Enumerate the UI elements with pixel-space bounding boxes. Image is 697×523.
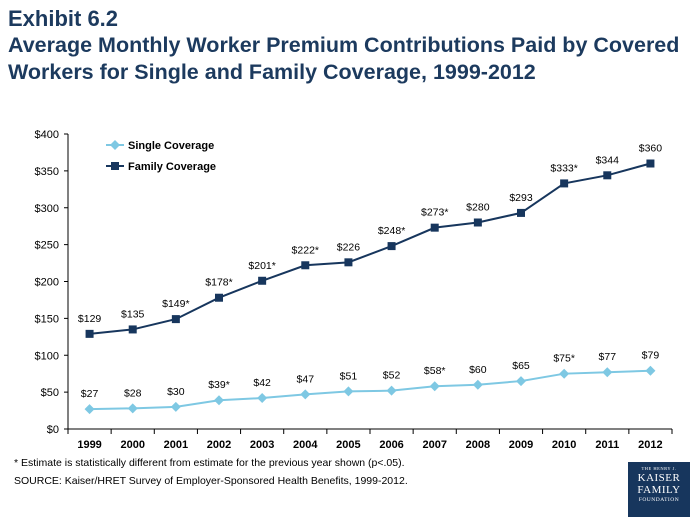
data-label: $47 — [297, 373, 315, 385]
x-tick-label: 2000 — [120, 439, 144, 451]
series-line-2 — [89, 162, 651, 335]
data-label: $28 — [124, 387, 142, 399]
data-label: $333* — [550, 162, 577, 174]
data-label: $52 — [383, 370, 401, 382]
x-tick-label: 2005 — [336, 439, 360, 451]
data-point — [258, 276, 267, 285]
data-point — [215, 293, 223, 302]
y-tick-label: $400 — [35, 129, 59, 141]
data-point — [473, 218, 482, 227]
data-label: $360 — [639, 143, 663, 155]
legend-marker — [110, 140, 120, 150]
data-point — [300, 389, 311, 400]
data-point — [603, 171, 612, 180]
chart-title-line-2: Workers for Single and Family Coverage, … — [8, 60, 536, 84]
legend-marker — [111, 162, 119, 170]
data-point — [301, 261, 310, 270]
data-label: $51 — [340, 370, 358, 382]
data-label: $129 — [78, 313, 102, 325]
data-point — [646, 159, 655, 168]
data-label: $293 — [509, 192, 533, 204]
data-label: $344 — [596, 154, 620, 166]
data-label: $30 — [167, 386, 185, 398]
data-label: $226 — [337, 241, 361, 253]
x-tick-label: 2004 — [293, 439, 318, 451]
data-label: $27 — [81, 388, 99, 400]
data-point — [430, 223, 439, 232]
data-label: $79 — [642, 350, 660, 362]
y-tick-label: $250 — [35, 240, 59, 252]
data-label: $58* — [424, 365, 446, 377]
x-tick-label: 2006 — [379, 439, 403, 451]
legend-label: Single Coverage — [128, 140, 214, 152]
x-tick-label: 2003 — [250, 439, 274, 451]
data-label: $222* — [292, 244, 319, 256]
data-point — [257, 393, 268, 404]
data-label: $135 — [121, 308, 145, 320]
data-label: $149* — [162, 298, 189, 310]
data-point — [560, 179, 569, 188]
y-tick-label: $200 — [35, 277, 59, 289]
y-tick-label: $300 — [35, 203, 59, 215]
data-point — [170, 401, 181, 412]
data-point — [344, 258, 353, 267]
data-point — [343, 386, 354, 397]
data-point — [386, 385, 397, 396]
data-point — [516, 376, 526, 387]
y-tick-label: $0 — [47, 424, 59, 436]
x-tick-label: 2010 — [552, 439, 576, 451]
x-tick-label: 2001 — [164, 439, 188, 451]
chart-heading: Exhibit 6.2 Average Monthly Worker Premi… — [8, 6, 688, 86]
data-label: $39* — [208, 379, 230, 391]
data-label: $42 — [253, 377, 271, 389]
y-tick-label: $50 — [41, 387, 59, 399]
data-label: $75* — [553, 353, 575, 365]
data-point — [84, 404, 95, 415]
x-tick-label: 2009 — [509, 439, 533, 451]
data-point — [85, 329, 94, 338]
series-line-1 — [89, 369, 651, 411]
data-point — [127, 403, 138, 414]
exhibit-number: Exhibit 6.2 — [8, 6, 119, 31]
data-label: $201* — [248, 260, 275, 272]
data-point — [472, 379, 483, 390]
data-label: $77 — [599, 351, 617, 363]
x-tick-label: 2008 — [466, 439, 490, 451]
data-point — [645, 365, 656, 376]
data-point — [214, 395, 224, 406]
data-point — [387, 242, 396, 251]
x-tick-label: 2002 — [207, 439, 231, 451]
data-point — [517, 208, 525, 217]
y-tick-label: $150 — [35, 313, 59, 325]
y-tick-label: $100 — [35, 350, 59, 362]
y-tick-label: $350 — [35, 166, 59, 178]
x-tick-label: 1999 — [77, 439, 101, 451]
data-label: $178* — [205, 277, 232, 289]
data-point — [128, 325, 137, 334]
x-tick-label: 2011 — [595, 439, 619, 451]
x-tick-label: 2007 — [422, 439, 446, 451]
data-label: $273* — [421, 207, 448, 219]
data-label: $60 — [469, 364, 487, 376]
data-label: $65 — [512, 360, 530, 372]
data-label: $280 — [466, 202, 490, 214]
data-point — [602, 367, 613, 378]
data-point — [429, 381, 440, 392]
legend-label: Family Coverage — [128, 161, 216, 173]
kff-logo: THE HENRY J. KAISER FAMILY FOUNDATION — [628, 462, 690, 517]
chart-title-line-1: Average Monthly Worker Premium Contribut… — [8, 33, 680, 57]
x-tick-label: 2012 — [638, 439, 662, 451]
significance-footnote: * Estimate is statistically different fr… — [14, 457, 405, 469]
data-label: $248* — [378, 225, 405, 237]
data-point — [559, 368, 570, 379]
source-note: SOURCE: Kaiser/HRET Survey of Employer-S… — [14, 475, 408, 487]
data-point — [171, 315, 180, 324]
